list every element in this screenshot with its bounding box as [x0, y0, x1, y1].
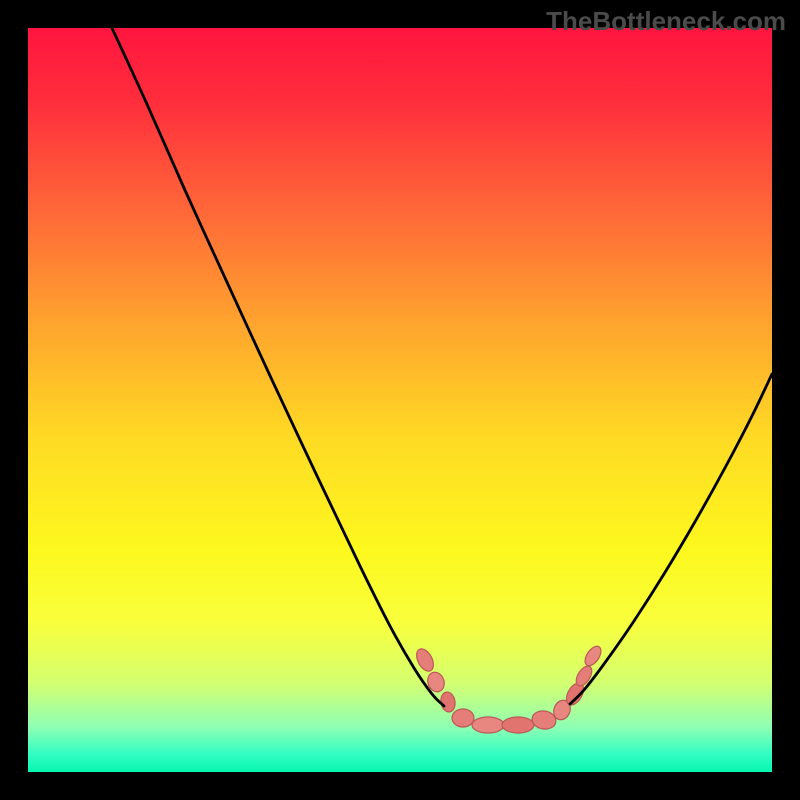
bottom-blob	[452, 709, 474, 727]
bottom-blob	[502, 717, 534, 733]
bottom-blob	[439, 691, 456, 713]
plot-area	[28, 28, 772, 772]
curve-layer	[28, 28, 772, 772]
bottom-blob	[472, 717, 504, 733]
watermark-text: TheBottleneck.com	[546, 6, 786, 37]
left-curve	[112, 28, 444, 706]
bottom-blob	[582, 644, 604, 669]
bottom-blob	[413, 646, 437, 674]
